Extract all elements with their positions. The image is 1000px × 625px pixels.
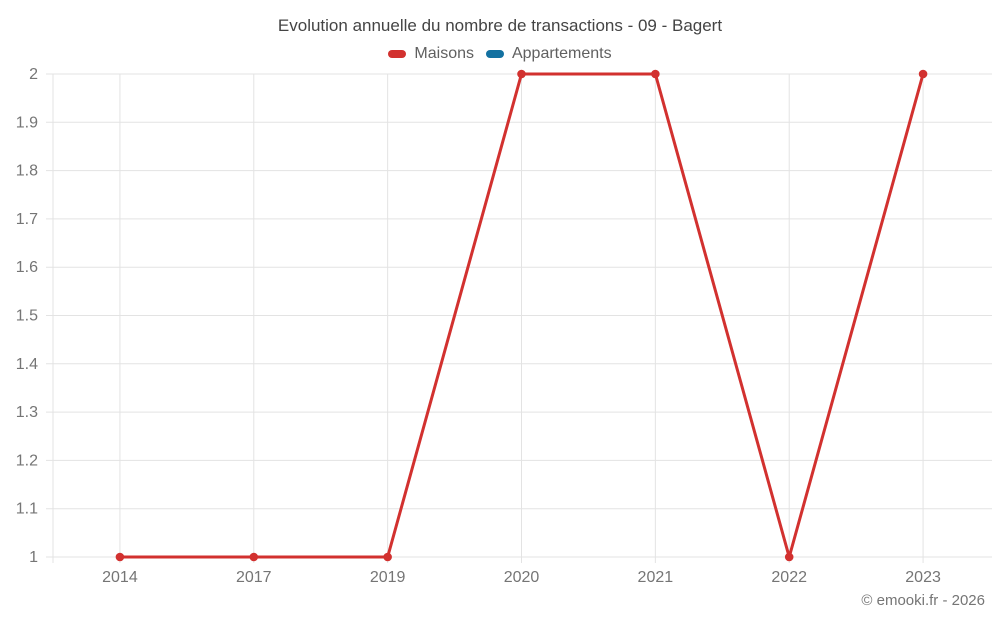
y-tick-label: 1.1 [16, 501, 38, 518]
maisons-data-point[interactable] [651, 69, 660, 79]
y-tick-label: 2 [29, 66, 38, 83]
maisons-data-point[interactable] [517, 69, 526, 79]
y-tick-label: 1 [29, 549, 38, 566]
legend: Maisons Appartements [0, 44, 1000, 64]
copyright-footer: © emooki.fr - 2026 [861, 592, 985, 609]
y-tick-label: 1.6 [16, 259, 38, 276]
x-tick-label: 2021 [638, 569, 674, 586]
chart-title: Evolution annuelle du nombre de transact… [277, 16, 723, 35]
legend-label-appartements: Appartements [511, 45, 612, 62]
y-tick-label: 1.2 [16, 452, 38, 469]
y-tick-label: 1.4 [16, 356, 38, 373]
x-tick-label: 2020 [504, 569, 540, 586]
maisons-data-point[interactable] [784, 552, 794, 562]
y-tick-label: 1.8 [16, 163, 38, 180]
maisons-data-point[interactable] [918, 69, 928, 79]
y-tick-label: 1.3 [16, 404, 38, 421]
maisons-data-point[interactable] [249, 552, 259, 562]
legend-label-maisons: Maisons [414, 45, 474, 62]
appartements-swatch-icon [485, 50, 504, 58]
y-tick-label: 1.9 [16, 114, 38, 131]
maisons-data-point[interactable] [115, 552, 125, 562]
y-tick-label: 1.5 [16, 308, 38, 325]
x-tick-label: 2022 [771, 569, 807, 586]
legend-item-maisons[interactable]: Maisons [388, 45, 474, 63]
maisons-data-point[interactable] [383, 552, 392, 562]
x-tick-label: 2014 [102, 569, 138, 586]
legend-item-appartements[interactable]: Appartements [485, 45, 612, 63]
x-tick-label: 2019 [370, 569, 406, 586]
maisons-swatch-icon [388, 50, 407, 58]
y-tick-label: 1.7 [16, 211, 38, 228]
x-tick-label: 2017 [236, 569, 272, 586]
x-tick-label: 2023 [905, 569, 941, 586]
